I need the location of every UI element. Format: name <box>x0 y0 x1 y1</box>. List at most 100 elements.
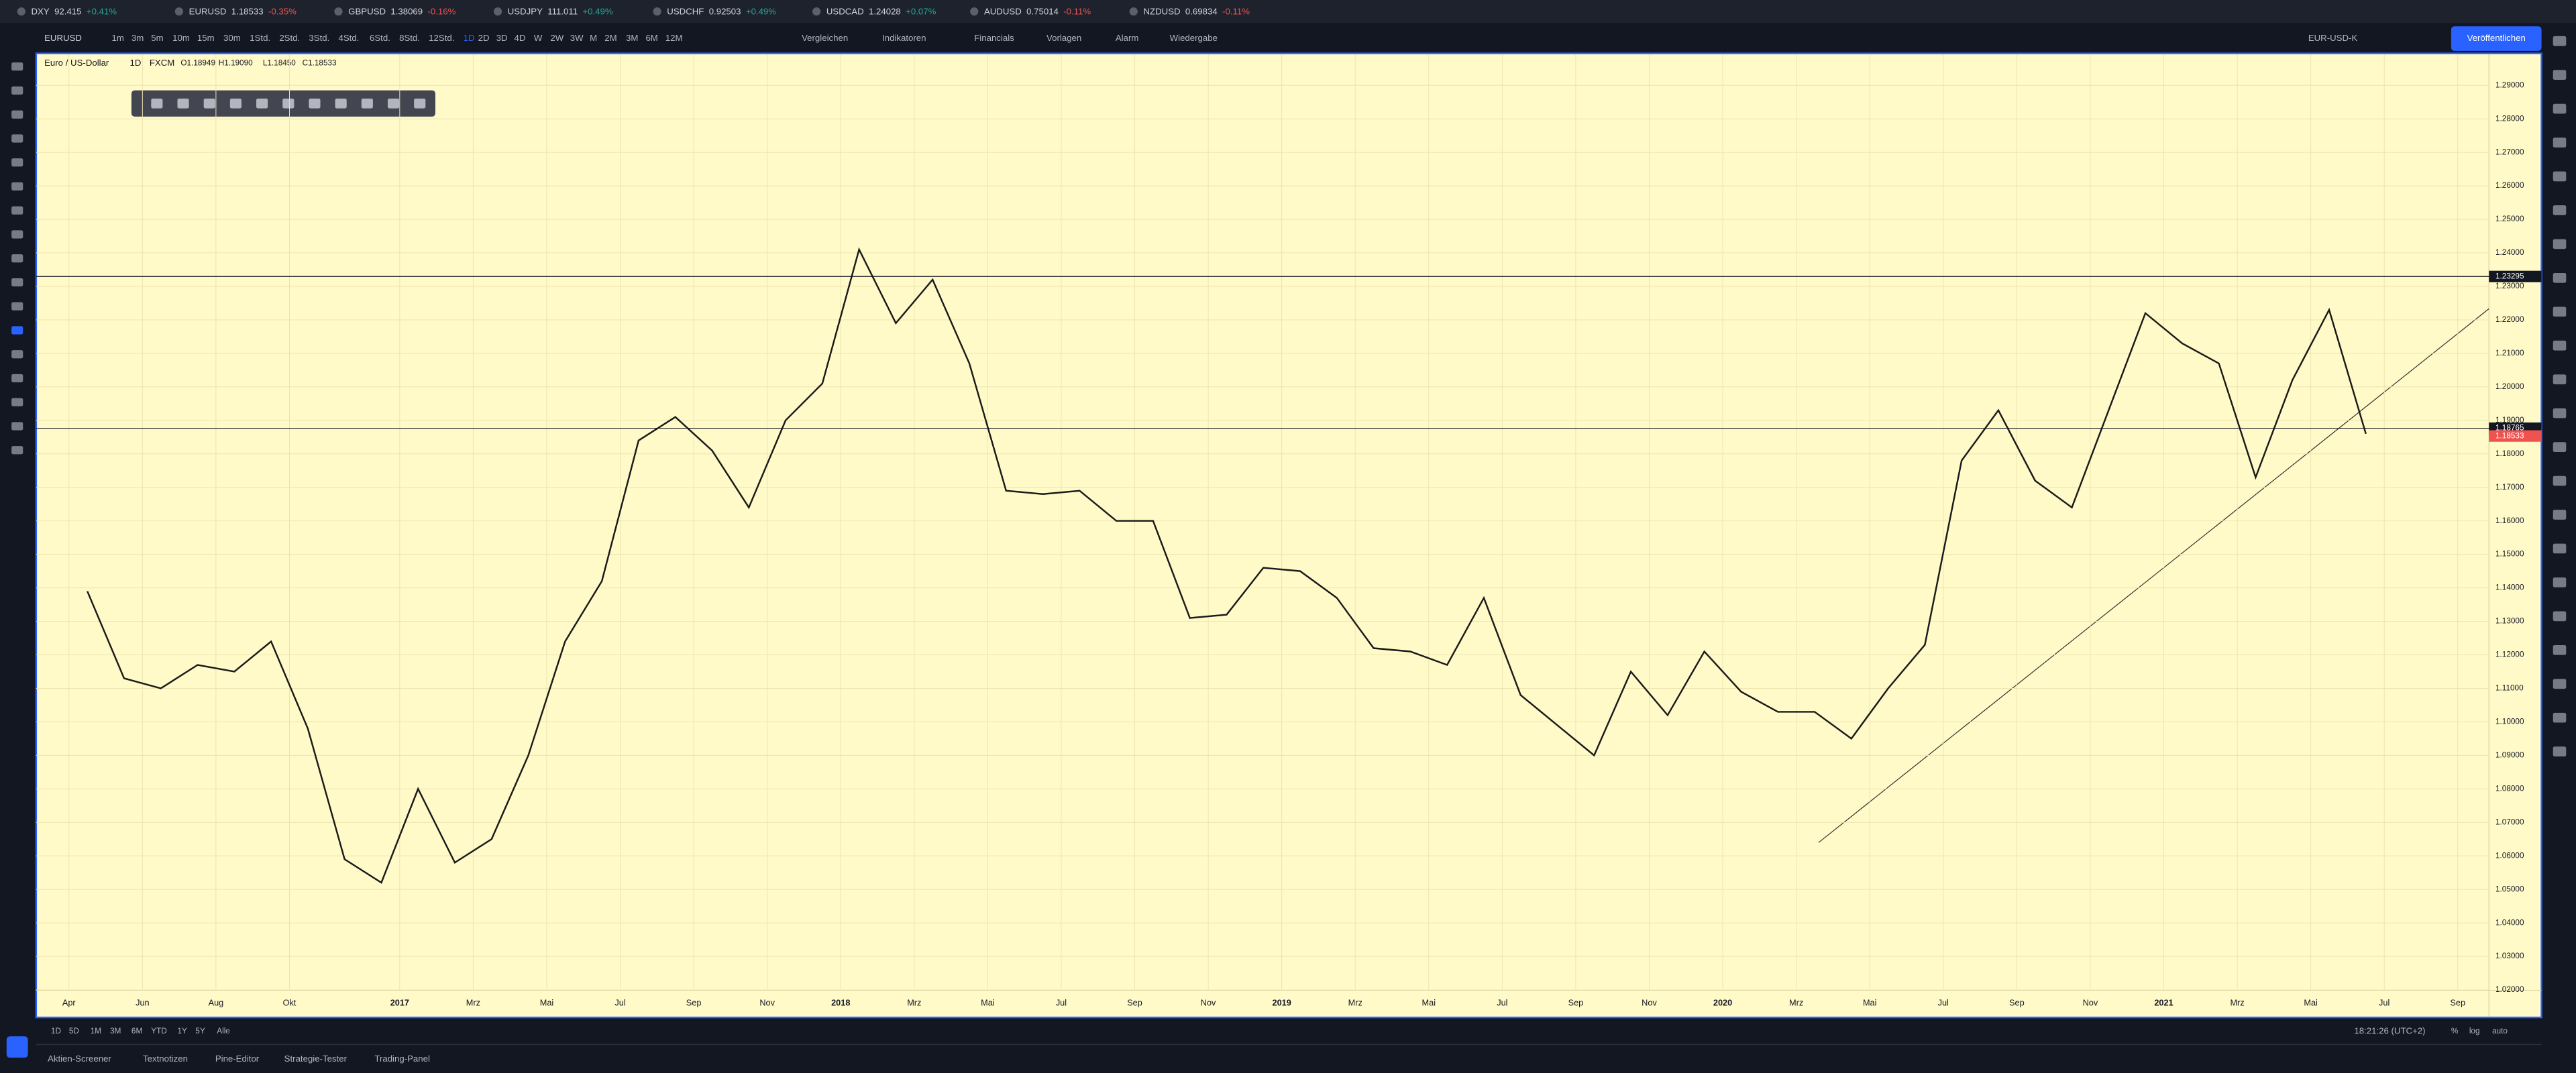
tool-icon[interactable] <box>11 110 23 119</box>
sidebar-icon[interactable] <box>2553 205 2567 215</box>
ticker-tab[interactable]: DXY 92.415 +0.41% <box>32 6 117 16</box>
range-button[interactable]: 5Y <box>195 1027 205 1035</box>
tool-icon[interactable] <box>11 158 23 167</box>
ticker-tab[interactable]: USDCHF 0.92503 +0.49% <box>667 6 776 16</box>
sidebar-icon[interactable] <box>2553 36 2567 46</box>
tool-icon[interactable] <box>11 350 23 359</box>
interval-button[interactable]: 6Std. <box>370 33 390 43</box>
sidebar-icon[interactable] <box>2553 374 2567 385</box>
sidebar-icon[interactable] <box>2553 70 2567 80</box>
sidebar-icon[interactable] <box>2553 577 2567 587</box>
ticker-tab[interactable]: USDJPY 111.011 +0.49% <box>508 6 613 16</box>
sidebar-icon[interactable] <box>2553 510 2567 520</box>
drawing-tool-icon[interactable] <box>309 98 321 109</box>
drawing-tool-icon[interactable] <box>282 98 294 109</box>
interval-button[interactable]: 3W <box>570 33 584 43</box>
interval-button[interactable]: 1D <box>464 33 475 43</box>
interval-button[interactable]: 3Std. <box>309 33 329 43</box>
interval-button[interactable]: 5m <box>151 33 163 43</box>
range-button[interactable]: 1Y <box>177 1027 187 1035</box>
tool-icon[interactable] <box>11 302 23 310</box>
interval-button[interactable]: 3M <box>626 33 638 43</box>
interval-button[interactable]: 1m <box>112 33 124 43</box>
trend-line[interactable] <box>1818 308 2489 843</box>
drawing-tool-icon[interactable] <box>177 98 189 109</box>
interval-button[interactable]: 2Std. <box>279 33 300 43</box>
sidebar-icon[interactable] <box>2553 543 2567 554</box>
tool-icon[interactable] <box>11 230 23 239</box>
sidebar-icon[interactable] <box>2553 273 2567 283</box>
drawing-tool-icon[interactable] <box>229 98 241 109</box>
interval-button[interactable]: 12Std. <box>429 33 454 43</box>
sidebar-icon[interactable] <box>2553 171 2567 182</box>
toolbar-button[interactable]: Indikatoren <box>882 33 926 43</box>
sidebar-icon[interactable] <box>2553 442 2567 452</box>
interval-button[interactable]: 6M <box>645 33 657 43</box>
interval-button[interactable]: 2D <box>478 33 490 43</box>
tool-icon[interactable] <box>11 62 23 71</box>
ticker-tab[interactable]: EURUSD 1.18533 -0.35% <box>189 6 297 16</box>
interval-button[interactable]: M <box>590 33 597 43</box>
interval-button[interactable]: 15m <box>197 33 215 43</box>
interval-button[interactable]: 3m <box>131 33 144 43</box>
toolbar-button[interactable]: Vorlagen <box>1046 33 1081 43</box>
favorites-button[interactable] <box>6 1036 28 1058</box>
ticker-tab[interactable]: USDCAD 1.24028 +0.07% <box>826 6 936 16</box>
drawing-tool-icon[interactable] <box>361 98 373 109</box>
toolbar-button[interactable]: Wiedergabe <box>1170 33 1218 43</box>
sidebar-icon[interactable] <box>2553 137 2567 148</box>
bottom-tab[interactable]: Strategie-Tester <box>284 1054 347 1064</box>
range-button[interactable]: 5D <box>69 1027 79 1035</box>
ticker-tab[interactable]: AUDUSD 0.75014 -0.11% <box>984 6 1091 16</box>
interval-button[interactable]: 2W <box>550 33 564 43</box>
range-button[interactable]: YTD <box>151 1027 167 1035</box>
tool-icon[interactable] <box>11 254 23 263</box>
sidebar-icon[interactable] <box>2553 340 2567 351</box>
tool-icon[interactable] <box>11 422 23 431</box>
scale-button[interactable]: log <box>2469 1027 2480 1035</box>
ticker-tab[interactable]: GBPUSD 1.38069 -0.16% <box>348 6 455 16</box>
tool-icon[interactable] <box>11 326 23 335</box>
sidebar-icon[interactable] <box>2553 712 2567 723</box>
tool-icon[interactable] <box>11 206 23 215</box>
drawing-tool-icon[interactable] <box>151 98 163 109</box>
range-button[interactable]: 1M <box>91 1027 101 1035</box>
toolbar-button[interactable]: Alarm <box>1116 33 1139 43</box>
bottom-tab[interactable]: Aktien-Screener <box>48 1054 111 1064</box>
scale-button[interactable]: % <box>2451 1027 2459 1035</box>
drawing-tool-icon[interactable] <box>256 98 268 109</box>
tool-icon[interactable] <box>11 182 23 191</box>
sidebar-icon[interactable] <box>2553 679 2567 689</box>
tool-icon[interactable] <box>11 398 23 406</box>
tool-icon[interactable] <box>11 446 23 455</box>
interval-button[interactable]: 10m <box>172 33 190 43</box>
layout-name[interactable]: EUR-USD-K <box>2308 33 2358 43</box>
interval-button[interactable]: 2M <box>604 33 616 43</box>
tool-icon[interactable] <box>11 134 23 143</box>
sidebar-icon[interactable] <box>2553 103 2567 114</box>
interval-button[interactable]: 8Std. <box>399 33 420 43</box>
symbol-search[interactable]: EURUSD <box>44 33 82 43</box>
scale-button[interactable]: auto <box>2492 1027 2508 1035</box>
interval-button[interactable]: 4D <box>515 33 526 43</box>
sidebar-icon[interactable] <box>2553 306 2567 317</box>
range-button[interactable]: 1D <box>51 1027 61 1035</box>
publish-button[interactable] <box>2451 26 2542 51</box>
interval-button[interactable]: 1Std. <box>250 33 270 43</box>
interval-button[interactable]: 3D <box>496 33 508 43</box>
sidebar-icon[interactable] <box>2553 475 2567 486</box>
sidebar-icon[interactable] <box>2553 239 2567 249</box>
toolbar-button[interactable]: Vergleichen <box>802 33 848 43</box>
tool-icon[interactable] <box>11 86 23 95</box>
range-button[interactable]: Alle <box>217 1027 230 1035</box>
drawing-tool-icon[interactable] <box>335 98 347 109</box>
sidebar-icon[interactable] <box>2553 746 2567 757</box>
range-button[interactable]: 3M <box>110 1027 121 1035</box>
sidebar-icon[interactable] <box>2553 644 2567 655</box>
publish-label[interactable]: Veröffentlichen <box>2467 33 2526 43</box>
drawing-tool-icon[interactable] <box>387 98 400 109</box>
range-button[interactable]: 6M <box>131 1027 142 1035</box>
sidebar-icon[interactable] <box>2553 611 2567 622</box>
drawing-tool-icon[interactable] <box>203 98 215 109</box>
toolbar-button[interactable]: Financials <box>974 33 1014 43</box>
